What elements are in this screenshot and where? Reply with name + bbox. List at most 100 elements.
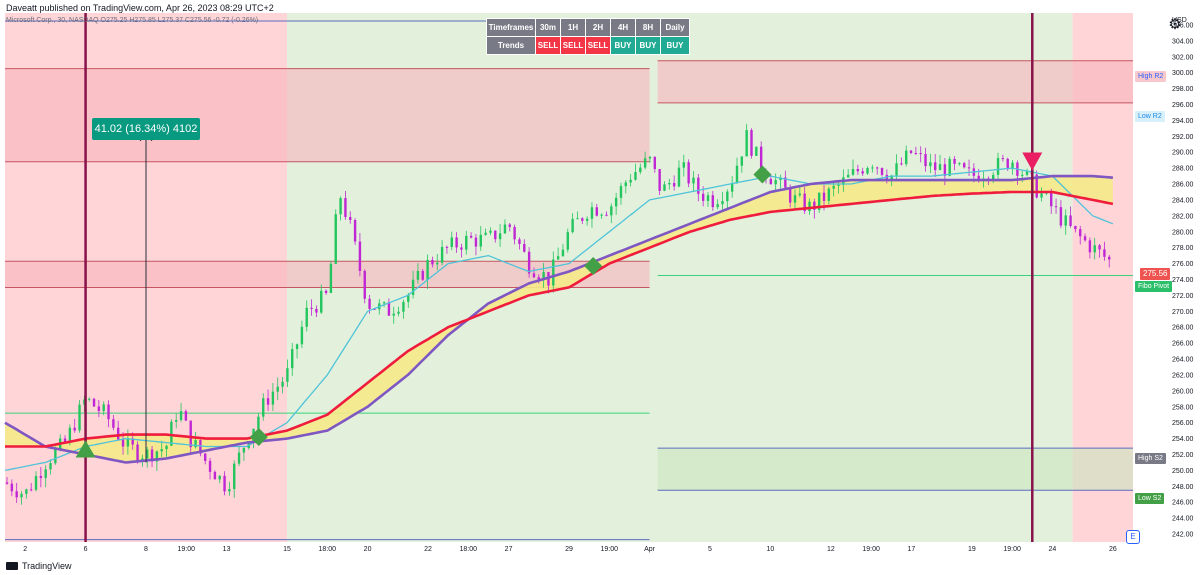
high-s2-label: High S2 — [1135, 453, 1166, 464]
candle — [465, 230, 468, 255]
candle — [552, 251, 555, 293]
candle — [909, 149, 913, 155]
candle — [523, 239, 526, 253]
tf-4h: 4H — [610, 18, 636, 37]
candle-body — [1098, 245, 1101, 250]
candle — [933, 154, 937, 178]
candle — [953, 156, 956, 171]
candle — [716, 199, 719, 210]
candle — [276, 377, 279, 401]
candle-body — [97, 406, 101, 411]
candle-body — [788, 187, 792, 203]
candle-body — [87, 398, 91, 400]
price-tick-label: 300.00 — [1172, 70, 1194, 77]
time-tick-label: 2 — [23, 546, 27, 553]
price-tick-label: 298.00 — [1172, 86, 1194, 93]
candle — [585, 216, 589, 226]
candle-body — [194, 440, 197, 448]
candle-body — [440, 246, 444, 263]
candle — [445, 245, 449, 254]
candle-body — [305, 307, 308, 327]
price-tick-label: 272.00 — [1172, 293, 1194, 300]
candle — [590, 202, 594, 228]
candle-body — [262, 398, 265, 417]
candle-body — [774, 180, 777, 185]
candle-body — [532, 273, 536, 278]
tf-8h: 8H — [635, 18, 661, 37]
candle-body — [358, 241, 362, 271]
candle — [605, 211, 608, 217]
candle — [682, 154, 686, 177]
candle-body — [49, 463, 52, 470]
candle-body — [286, 368, 289, 382]
candle — [213, 470, 217, 480]
candle-body — [571, 218, 574, 233]
candle-body — [382, 302, 386, 304]
time-tick-label: 19:00 — [862, 546, 880, 553]
candle-body — [20, 493, 23, 498]
candle-body — [1083, 236, 1087, 241]
candle-body — [416, 270, 420, 280]
gear-icon[interactable]: ⚙ — [1168, 16, 1182, 33]
candle — [643, 151, 647, 170]
candle — [542, 262, 545, 288]
trend-panel-header-row: Timeframes 30m 1H 2H 4H 8H Daily — [486, 18, 690, 37]
candle-body — [310, 307, 313, 309]
candle — [44, 465, 47, 488]
candle — [924, 147, 927, 172]
candle-body — [474, 237, 478, 247]
candle-body — [204, 453, 207, 461]
high-r2-label: High R2 — [1135, 71, 1167, 82]
candle-body — [315, 308, 318, 313]
candle — [895, 154, 898, 180]
candle-body — [455, 237, 458, 248]
candle — [479, 226, 482, 251]
candle-body — [668, 182, 671, 185]
price-tick-label: 306.00 — [1172, 22, 1194, 29]
candle-body — [189, 420, 192, 448]
candle-body — [165, 445, 168, 450]
candle — [996, 152, 1000, 180]
time-tick-label: 19:00 — [178, 546, 196, 553]
candle — [774, 173, 777, 191]
earnings-badge-icon[interactable]: E — [1126, 530, 1140, 544]
footer-brand: TradingView — [6, 561, 72, 571]
candle-body — [871, 167, 874, 169]
time-axis-bg — [0, 542, 1133, 555]
candle-body — [34, 475, 38, 490]
candle-body — [92, 398, 96, 407]
candle — [677, 160, 681, 188]
candle-body — [755, 146, 758, 156]
candle-body — [469, 235, 473, 238]
candle-body — [160, 449, 163, 452]
candle-body — [561, 249, 565, 257]
candle — [614, 192, 618, 215]
candle-body — [1054, 206, 1058, 208]
candle-body — [566, 232, 569, 250]
candle-body — [112, 419, 115, 428]
candle — [1074, 225, 1077, 233]
candle-body — [648, 156, 652, 159]
time-tick-label: Apr — [644, 546, 656, 553]
candle-body — [817, 192, 821, 210]
candle-body — [426, 259, 429, 280]
time-tick-label: 22 — [424, 546, 432, 553]
tradingview-logo-icon — [6, 562, 18, 570]
candle-body — [687, 162, 690, 184]
candle — [469, 232, 473, 239]
candle-body — [170, 421, 173, 446]
candle-body — [721, 201, 724, 205]
candle-body — [634, 172, 637, 180]
candle-body — [402, 301, 405, 312]
candle — [262, 393, 265, 421]
candle-body — [813, 201, 816, 210]
candle — [566, 228, 569, 253]
candles — [5, 123, 1111, 505]
time-axis[interactable]: 2 6 8 19:00 13 15 18:00 20 22 18:00 27 29 19:00 Apr 5 1… — [0, 542, 1133, 555]
candle-body — [909, 150, 913, 154]
time-tick-label: 29 — [565, 546, 573, 553]
candle-body — [672, 182, 676, 187]
candle-body — [107, 404, 110, 420]
candle-body — [837, 184, 840, 186]
